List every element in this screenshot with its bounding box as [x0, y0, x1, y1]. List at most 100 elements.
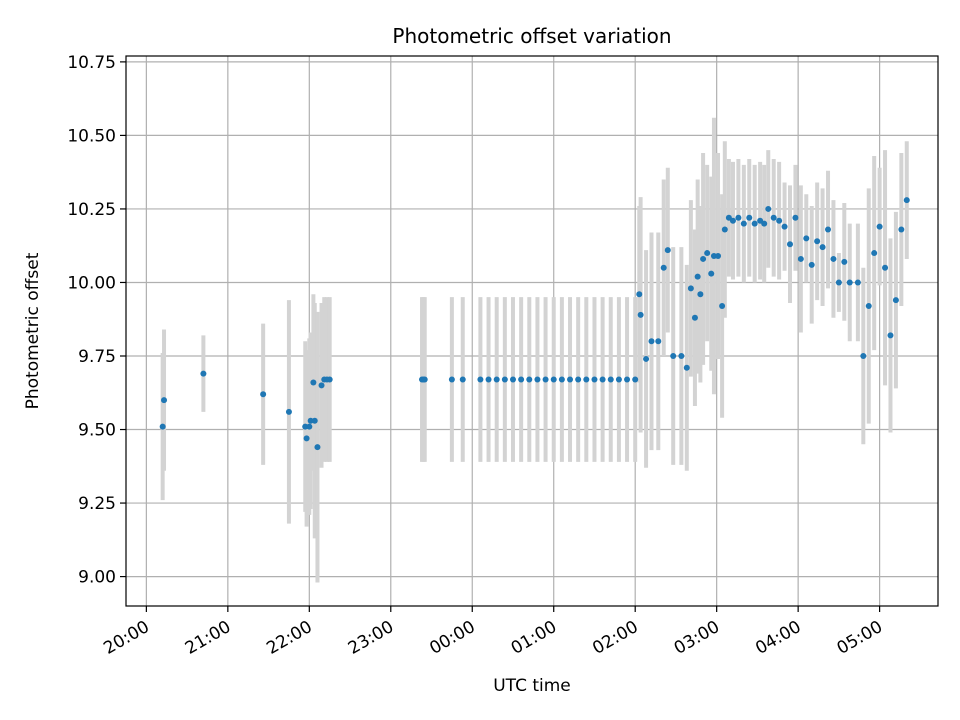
data-point	[719, 303, 726, 309]
data-point	[310, 379, 317, 386]
data-point	[825, 226, 832, 233]
data-point	[735, 214, 742, 221]
data-point	[865, 303, 872, 309]
data-point	[260, 391, 267, 398]
data-point	[721, 226, 728, 233]
data-point	[311, 417, 318, 424]
data-point	[485, 376, 492, 383]
data-point	[903, 197, 910, 204]
data-point	[835, 279, 842, 286]
y-tick-label: 9.75	[78, 347, 116, 367]
data-point	[898, 226, 905, 233]
data-point	[200, 370, 207, 377]
plot-frame	[125, 55, 939, 607]
data-point	[648, 338, 655, 345]
data-point	[765, 205, 772, 212]
data-point	[534, 376, 541, 383]
data-point	[509, 376, 516, 383]
data-point	[550, 376, 557, 383]
data-point	[558, 376, 565, 383]
data-point	[830, 255, 837, 262]
data-point	[776, 217, 783, 224]
data-point	[459, 376, 466, 383]
data-point	[599, 376, 606, 383]
data-point	[159, 423, 166, 430]
data-point	[846, 279, 853, 286]
data-point	[314, 444, 321, 451]
data-point	[607, 376, 614, 383]
data-point	[854, 279, 861, 286]
data-point	[624, 376, 631, 383]
x-axis-label: UTC time	[493, 676, 571, 696]
data-point	[803, 235, 810, 242]
data-point	[841, 258, 848, 265]
data-point	[567, 376, 574, 383]
data-point	[792, 214, 799, 221]
data-point	[697, 291, 704, 298]
data-point	[318, 382, 325, 389]
data-point	[871, 250, 878, 257]
data-point	[477, 376, 484, 383]
data-point	[683, 364, 690, 371]
data-point	[303, 435, 310, 442]
data-point	[615, 376, 622, 383]
data-point	[591, 376, 598, 383]
data-point	[678, 353, 685, 359]
y-tick-label: 10.25	[67, 200, 116, 220]
data-point	[770, 214, 777, 221]
data-point	[860, 353, 867, 359]
data-point	[882, 264, 889, 271]
y-tick-label: 10.00	[67, 273, 116, 293]
chart-title: Photometric offset variation	[392, 24, 671, 48]
data-point	[643, 355, 650, 362]
data-point	[493, 376, 500, 383]
data-point	[637, 311, 644, 318]
data-point	[876, 223, 883, 230]
data-point	[700, 255, 707, 262]
data-point	[501, 376, 508, 383]
data-point	[761, 220, 768, 227]
y-tick-label: 9.00	[78, 568, 116, 588]
y-tick-label: 10.50	[67, 126, 116, 146]
data-point	[729, 217, 736, 224]
data-point	[691, 314, 698, 321]
y-tick-label: 9.50	[78, 421, 116, 441]
data-point	[306, 423, 313, 430]
data-point	[808, 261, 815, 268]
y-axis-label: Photometric offset	[23, 252, 43, 409]
data-point	[708, 270, 715, 277]
data-point	[161, 397, 168, 404]
data-point	[751, 220, 758, 227]
point-layer	[159, 197, 910, 451]
data-point	[583, 376, 590, 383]
data-point	[814, 238, 821, 245]
data-point	[670, 353, 677, 359]
data-point	[704, 250, 711, 257]
data-point	[655, 338, 662, 345]
data-point	[797, 255, 804, 262]
data-point	[664, 247, 671, 254]
data-point	[740, 220, 747, 227]
data-point	[819, 244, 826, 251]
data-point	[632, 376, 639, 383]
y-tick-label: 9.25	[78, 494, 116, 514]
data-point	[636, 291, 643, 298]
data-point	[715, 253, 722, 259]
data-point	[421, 376, 428, 383]
grid-layer	[126, 56, 938, 606]
data-point	[781, 223, 788, 230]
y-tick-label: 10.75	[67, 53, 116, 73]
data-point	[326, 376, 333, 383]
data-point	[575, 376, 582, 383]
data-point	[448, 376, 455, 383]
data-point	[526, 376, 533, 383]
data-point	[746, 214, 753, 221]
y-tick-layer: 9.00 9.25 9.50 9.75 10.00 10.25 10.50 10.75	[67, 53, 126, 588]
data-point	[694, 273, 701, 280]
data-point	[660, 264, 667, 271]
data-point	[518, 376, 525, 383]
data-point	[542, 376, 549, 383]
data-point	[786, 241, 793, 248]
data-point	[285, 408, 292, 415]
